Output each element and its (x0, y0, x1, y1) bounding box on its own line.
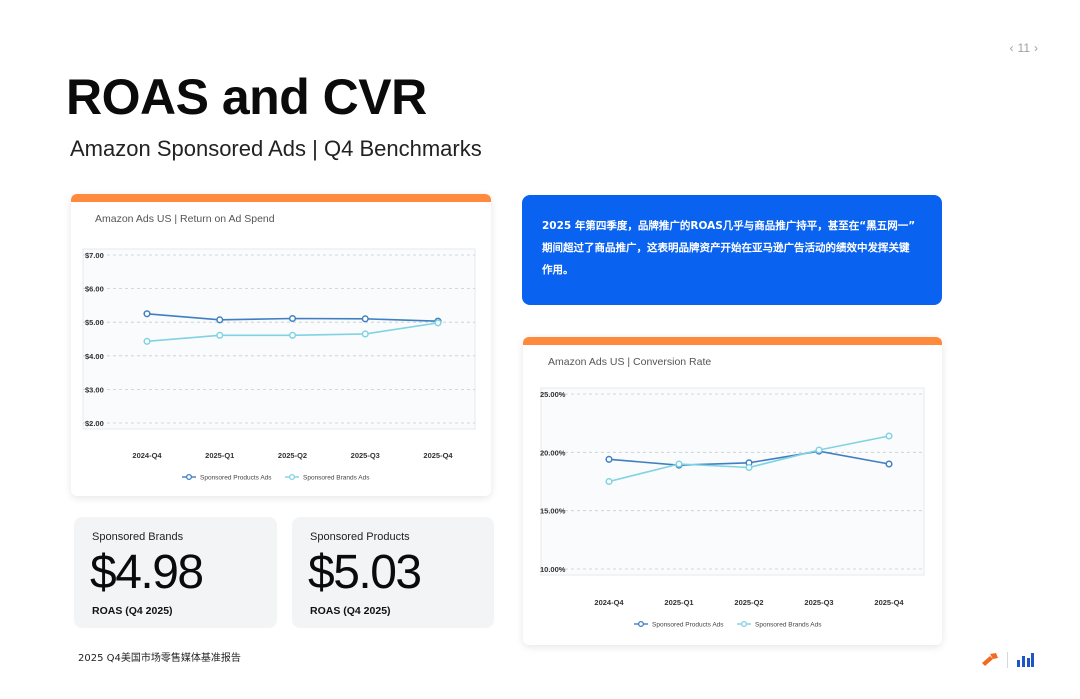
data-point (143, 310, 151, 318)
bar-chart-logo-icon (1017, 653, 1034, 667)
stat-label: Sponsored Brands (92, 531, 184, 543)
data-point (361, 315, 369, 323)
data-point (288, 331, 297, 339)
x-tick-label: 2025-Q3 (804, 598, 833, 607)
cvr-chart-card: 25.00% 20.00% 15.00% 10.00% 2024-Q4 2025-Q1 20… (523, 337, 942, 645)
legend-marker (740, 620, 748, 628)
chevron-left-icon[interactable]: ‹ (1009, 41, 1014, 55)
legend-marker (637, 620, 645, 628)
roas-chart-card: $7.00 $6.00 $5.00 $4.00 $3.00 $2.00 2024-Q4 202… (71, 194, 491, 496)
insight-callout: 2025 年第四季度，品牌推广的ROAS几乎与商品推广持平，甚至在“黑五网一” … (522, 195, 942, 305)
brand-logos (981, 652, 1034, 668)
stat-value: $4.98 (90, 546, 204, 599)
data-point (745, 463, 753, 472)
plot-area (540, 387, 925, 576)
legend-label: Sponsored Products Ads (200, 475, 272, 482)
x-tick-label: 2024-Q4 (594, 598, 624, 607)
y-tick-label: $2.00 (85, 419, 104, 428)
cvr-chart-title: Amazon Ads US | Conversion Rate (548, 356, 712, 368)
x-tick-label: 2025-Q1 (664, 598, 693, 607)
cvr-chart: 25.00% 20.00% 15.00% 10.00% 2024-Q4 2025-Q1 20… (540, 387, 925, 629)
y-tick-label: 20.00% (540, 448, 566, 457)
data-point (288, 314, 297, 323)
y-tick-label: $7.00 (85, 251, 104, 260)
legend-marker (288, 473, 296, 481)
y-tick-label: $3.00 (85, 385, 104, 394)
y-tick-label: 15.00% (540, 507, 566, 516)
roas-chart-title: Amazon Ads US | Return on Ad Spend (95, 213, 275, 225)
logo-divider (1007, 652, 1008, 668)
x-tick-label: 2025-Q3 (351, 451, 380, 460)
page-subtitle: Amazon Sponsored Ads | Q4 Benchmarks (70, 136, 482, 161)
page-number: 11 (1017, 41, 1030, 55)
card-accent-bar (523, 337, 942, 345)
legend-label: Sponsored Products Ads (652, 622, 724, 629)
data-point (815, 446, 823, 454)
data-point (605, 455, 613, 463)
x-tick-label: 2025-Q4 (874, 598, 904, 607)
data-point (605, 477, 613, 486)
x-tick-label: 2025-Q2 (734, 598, 763, 607)
x-tick-label: 2025-Q2 (278, 451, 307, 460)
y-tick-label: $5.00 (85, 318, 104, 327)
y-tick-label: 25.00% (540, 390, 566, 399)
chevron-right-icon[interactable]: › (1034, 41, 1038, 55)
y-tick-label: 10.00% (540, 565, 566, 574)
card-accent-bar (71, 194, 491, 202)
data-point (885, 432, 893, 440)
data-point (361, 330, 369, 338)
legend-label: Sponsored Brands Ads (303, 475, 370, 482)
x-tick-label: 2025-Q1 (205, 451, 234, 460)
y-tick-label: $6.00 (85, 285, 104, 294)
pager: ‹ 11 › (1010, 41, 1038, 55)
plot-area (82, 248, 476, 430)
roas-chart: $7.00 $6.00 $5.00 $4.00 $3.00 $2.00 2024-Q4 202… (82, 248, 476, 482)
stat-sublabel: ROAS (Q4 2025) (310, 605, 391, 617)
x-tick-label: 2025-Q4 (423, 451, 453, 460)
page-title: ROAS and CVR (66, 69, 427, 125)
stat-value: $5.03 (308, 546, 422, 599)
legend-label: Sponsored Brands Ads (755, 622, 822, 629)
data-point (675, 460, 683, 468)
callout-line: 2025 年第四季度，品牌推广的ROAS几乎与商品推广持平，甚至在“黑五网一” (542, 220, 916, 232)
data-point (434, 319, 442, 327)
data-point (216, 331, 224, 339)
stat-label: Sponsored Products (310, 531, 410, 543)
y-tick-label: $4.00 (85, 352, 104, 361)
stat-sublabel: ROAS (Q4 2025) (92, 605, 173, 617)
legend-marker (185, 473, 193, 481)
x-tick-label: 2024-Q4 (132, 451, 162, 460)
report-footer: 2025 Q4美国市场零售媒体基准报告 (78, 653, 241, 664)
hammer-logo-icon (982, 653, 998, 666)
stat-card-sponsored-products: Sponsored Products $5.03 ROAS (Q4 2025) (292, 517, 494, 628)
data-point (885, 460, 893, 468)
callout-line: 期间超过了商品推广，这表明品牌资产开始在亚马逊广告活动的绩效中发挥关键 (542, 242, 910, 255)
data-point (216, 316, 224, 324)
stat-card-sponsored-brands: Sponsored Brands $4.98 ROAS (Q4 2025) (74, 517, 277, 628)
data-point (143, 337, 151, 345)
callout-line: 作用。 (542, 264, 574, 277)
